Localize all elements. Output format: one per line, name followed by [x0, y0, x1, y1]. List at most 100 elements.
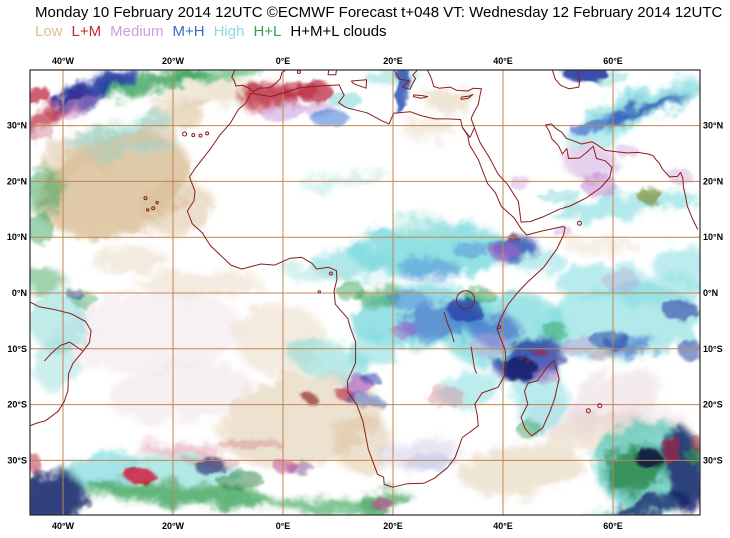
cloud-blob-navy: [590, 331, 630, 349]
coast-circle: [526, 359, 530, 364]
lat-tick-label-left: 10°S: [7, 344, 27, 354]
cloud-blob-low: [458, 443, 582, 497]
coastline-madagascar: [520, 360, 560, 437]
forecast-title: Monday 10 February 2014 12UTC ©ECMWF For…: [35, 4, 723, 21]
cloud-blob-pink: [30, 117, 55, 139]
cloud-blob-green: [85, 481, 275, 507]
grid-layer: [30, 70, 700, 515]
coast-circle: [577, 220, 582, 226]
cloud-blob-red: [691, 436, 700, 452]
cloud-blob-navy: [361, 372, 379, 384]
cloud-blob-palePink: [58, 291, 242, 373]
cloud-blob-blue: [311, 109, 349, 127]
legend-item-h-m-l-clouds: H+M+L clouds: [290, 23, 387, 40]
cloud-blob-purple: [562, 336, 594, 356]
coast-circle: [146, 208, 150, 212]
cloud-blob-green: [30, 166, 63, 218]
legend-item-medium: Medium: [110, 23, 164, 40]
coast-circle: [155, 200, 159, 205]
coast-circle: [328, 271, 333, 276]
coastline-brazil: [30, 301, 92, 427]
coast-circle: [497, 325, 502, 329]
cloud-blob-red: [662, 436, 682, 464]
cloud-blob-red: [30, 453, 41, 473]
coastline-caspian: [552, 70, 580, 90]
tick-label-layer: 40°W 40°W 20°W 20°W 0°E 0°E 20°E 20°E 40°E 40°E 60…: [7, 56, 723, 531]
legend-item-h-l: H+L: [253, 23, 282, 40]
cloud-blob-tealSoft: [284, 263, 356, 283]
coast-circle: [317, 290, 321, 294]
lon-tick-label-top: 0°E: [276, 56, 291, 66]
cloud-blob-palePink: [108, 360, 252, 424]
cloud-blob-teal: [86, 138, 178, 160]
coastline-cyprus: [460, 93, 474, 100]
lat-tick-label-left: 10°N: [7, 232, 27, 242]
coastline-greece: [393, 70, 418, 90]
lon-tick-label-bottom: 20°W: [162, 521, 185, 531]
cloud-blob-navyDark: [195, 457, 225, 475]
coastline-africa: [186, 84, 566, 488]
lon-tick-label-bottom: 40°E: [493, 521, 513, 531]
cloud-blob-maroon: [300, 391, 320, 405]
cloud-blob-low: [133, 100, 211, 144]
coast-circle: [597, 403, 603, 409]
lon-tick-label-top: 60°E: [603, 56, 623, 66]
cloud-blob-ink: [635, 448, 661, 468]
coastline-turkey-levant: [427, 70, 483, 119]
lon-tick-label-top: 40°E: [493, 56, 513, 66]
lat-tick-label-right: 30°S: [703, 455, 723, 465]
cloud-blob-blueMid: [571, 113, 629, 135]
cloud-blob-pink: [425, 386, 465, 406]
cloud-blob-low: [560, 237, 640, 253]
legend-item-low: Low: [35, 23, 63, 40]
lat-tick-label-left: 20°N: [7, 176, 27, 186]
lat-tick-label-left: 20°S: [7, 400, 27, 410]
cloud-blob-low: [90, 248, 170, 272]
coastline-sinai: [461, 118, 475, 138]
cloud-blob-red: [297, 81, 333, 103]
cloud-blob-low: [402, 120, 458, 140]
cloud-blob-maroon: [506, 234, 518, 242]
coast-circle: [143, 196, 148, 201]
cloud-blob-fuchsia: [371, 498, 393, 510]
coastline-layer: [30, 70, 699, 488]
cloud-blob-navy: [53, 70, 137, 111]
cloud-blob-purple: [509, 176, 531, 190]
cloud-blob-blueMid: [344, 393, 386, 407]
cloud-blob-red: [30, 86, 50, 106]
lon-tick-label-bottom: 40°W: [52, 521, 75, 531]
cloud-blob-purple: [56, 92, 104, 120]
cloud-blob-navyDark: [611, 491, 689, 515]
cloud-blob-blueRoyal: [394, 70, 410, 114]
cloud-blob-green: [169, 70, 261, 84]
cloud-blob-purple: [564, 144, 616, 180]
lon-tick-label-top: 20°E: [383, 56, 403, 66]
coast-circle: [198, 133, 203, 138]
cloud-blob-green: [30, 212, 53, 244]
cloud-blob-teal: [538, 189, 582, 203]
cloud-blob-teal: [30, 292, 90, 352]
cloud-blob-green: [30, 268, 65, 296]
cloud-blob-purple: [616, 144, 638, 158]
lat-tick-label-left: 0°N: [12, 288, 27, 298]
cloud-blob-navyDark: [502, 357, 538, 381]
cloud-blob-magenta: [490, 242, 520, 262]
map-frame: [29, 69, 701, 516]
cloud-blob-green: [336, 281, 364, 301]
coast-circle: [191, 133, 196, 138]
coast-circle: [456, 290, 476, 310]
cloud-blob-tealBright: [514, 368, 566, 432]
lat-tick-label-right: 20°N: [703, 176, 723, 186]
cloud-blob-magenta: [582, 174, 618, 198]
cloud-blob-teal: [328, 92, 362, 108]
cloud-blob-tealBright: [344, 330, 396, 370]
coastline-sicily: [350, 79, 368, 89]
coast-circle: [519, 356, 523, 361]
cloud-blob-low: [424, 88, 476, 112]
cloud-blob-green: [543, 322, 567, 338]
cloud-blob-purple: [470, 333, 510, 357]
legend-item-high: High: [213, 23, 245, 40]
cloud-blob-purple: [262, 102, 308, 122]
cloud-blob-tealBright: [650, 247, 700, 283]
